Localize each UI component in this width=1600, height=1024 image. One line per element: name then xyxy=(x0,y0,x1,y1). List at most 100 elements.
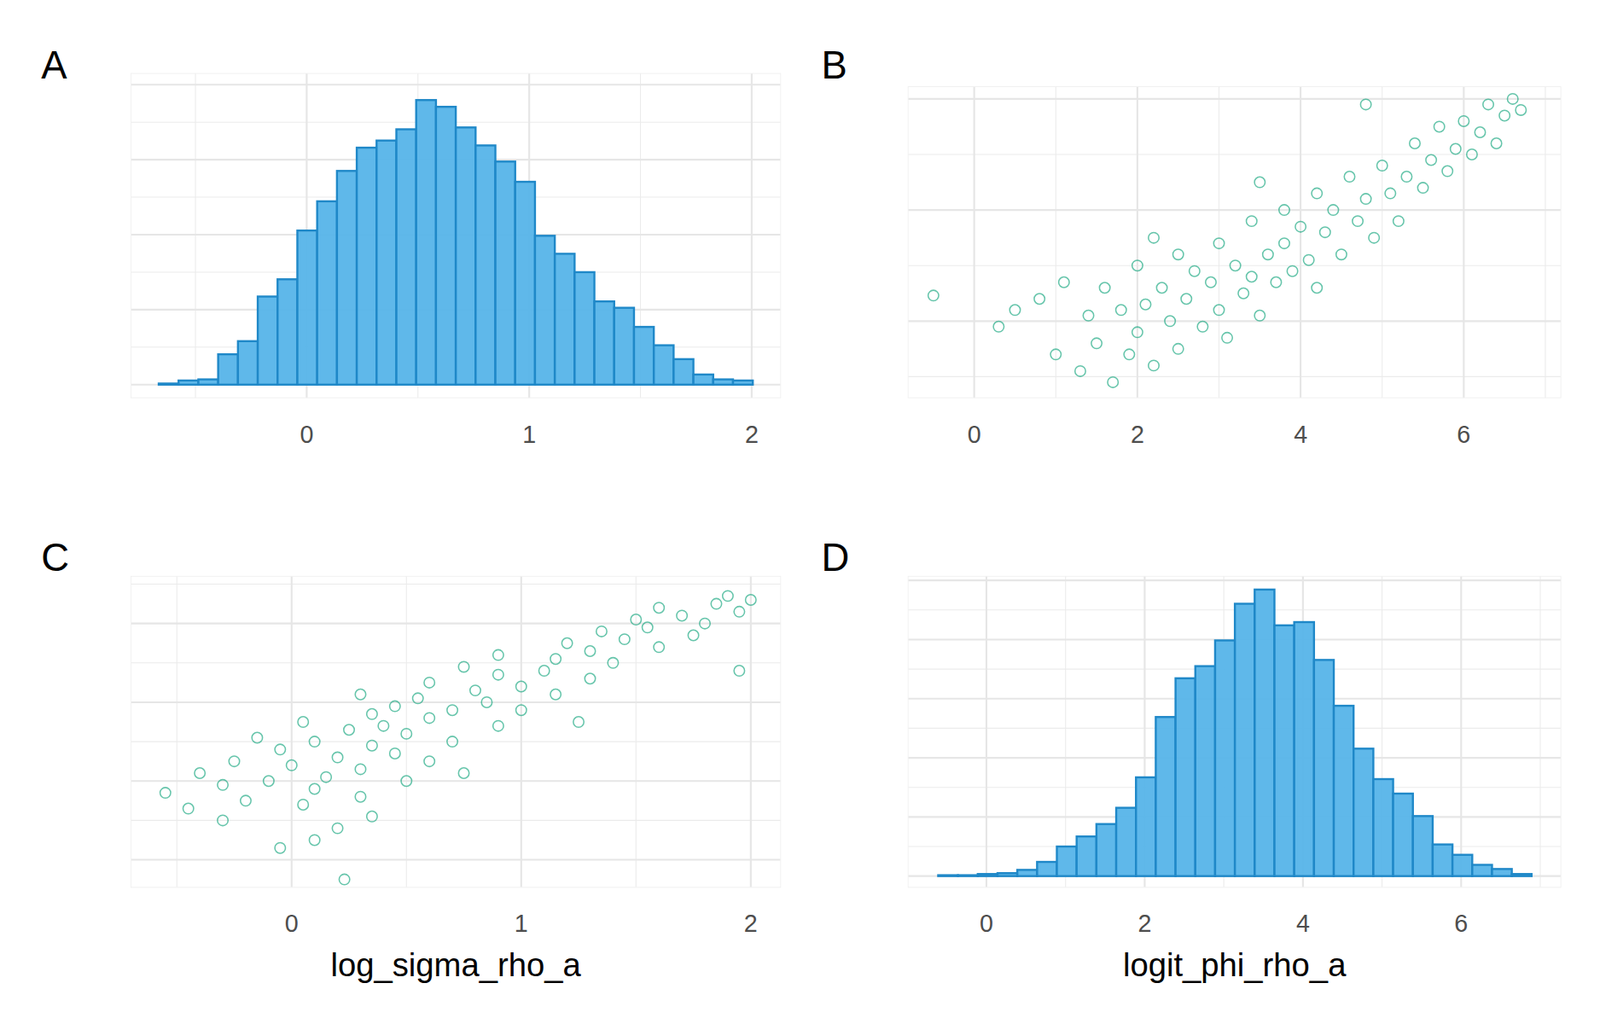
bar xyxy=(515,181,536,385)
tick-label: 0 xyxy=(285,909,299,937)
bar xyxy=(1472,865,1492,877)
plot-frame xyxy=(130,576,780,888)
point xyxy=(1238,288,1249,299)
point xyxy=(297,799,309,810)
panel-label: A xyxy=(40,43,68,88)
grid-line xyxy=(130,858,780,861)
bar xyxy=(416,99,437,385)
point xyxy=(447,704,458,716)
point xyxy=(1279,238,1290,249)
tick-label: 4 xyxy=(1296,909,1310,937)
panel-label: B xyxy=(821,43,848,88)
bar xyxy=(673,359,693,385)
point xyxy=(274,842,286,853)
bar xyxy=(977,873,998,876)
point xyxy=(584,673,595,684)
bar xyxy=(614,308,635,385)
point xyxy=(354,689,366,700)
point xyxy=(308,736,320,747)
panel-label: D xyxy=(821,535,850,580)
tick-label: 0 xyxy=(299,420,314,448)
plot-frame xyxy=(907,576,1561,888)
bar xyxy=(733,380,753,385)
panel: 012log_sigma_rho_aC xyxy=(40,535,781,984)
minor-grid xyxy=(1544,87,1546,399)
point xyxy=(1148,360,1159,371)
point xyxy=(630,614,641,625)
point xyxy=(1303,254,1314,265)
point xyxy=(1286,265,1298,276)
point xyxy=(733,665,745,676)
point xyxy=(1270,277,1281,288)
plot-frame xyxy=(130,73,780,398)
bar xyxy=(1432,844,1453,877)
point xyxy=(1311,187,1322,198)
bar xyxy=(1234,604,1255,877)
point xyxy=(1311,282,1322,293)
point xyxy=(1189,265,1200,276)
bar xyxy=(158,383,179,384)
point xyxy=(1377,160,1388,171)
bar xyxy=(1413,815,1433,876)
point xyxy=(710,598,722,609)
point xyxy=(733,606,745,617)
point xyxy=(1123,349,1135,360)
point xyxy=(1515,104,1526,116)
point xyxy=(1474,127,1485,138)
point xyxy=(993,321,1004,332)
point xyxy=(1172,343,1183,355)
bar xyxy=(356,147,377,385)
bar xyxy=(1096,824,1117,877)
bar xyxy=(475,145,495,384)
bar xyxy=(1393,793,1414,877)
point xyxy=(1254,310,1265,321)
bar xyxy=(218,354,239,385)
point xyxy=(424,712,435,723)
minor-grid xyxy=(130,583,780,585)
tick-label: 0 xyxy=(979,909,994,937)
grid-line xyxy=(1462,87,1465,399)
point xyxy=(1483,98,1494,110)
point xyxy=(1409,138,1420,149)
bar xyxy=(535,235,555,384)
point xyxy=(274,744,286,755)
point xyxy=(366,709,378,720)
point xyxy=(1140,299,1151,310)
point xyxy=(1499,110,1510,121)
bar xyxy=(1057,846,1077,877)
point xyxy=(1254,176,1265,187)
point xyxy=(447,736,458,747)
point xyxy=(217,779,228,791)
grid-line xyxy=(907,579,1561,582)
point xyxy=(1132,260,1143,271)
bar xyxy=(1215,640,1235,876)
point xyxy=(1075,366,1086,377)
point xyxy=(331,751,343,763)
point xyxy=(1181,293,1192,304)
bar xyxy=(554,253,575,384)
point xyxy=(1116,304,1127,315)
point xyxy=(1246,215,1257,227)
bar xyxy=(1175,678,1196,877)
point xyxy=(240,795,251,806)
bar xyxy=(1491,868,1512,876)
grid-line xyxy=(130,622,780,625)
grid-line xyxy=(973,87,976,399)
tick-label: 4 xyxy=(1293,420,1308,448)
panel: 0246B xyxy=(821,43,1562,448)
bar xyxy=(337,170,357,384)
point xyxy=(320,771,332,782)
point xyxy=(1466,149,1478,160)
plot-frame xyxy=(907,87,1561,399)
point xyxy=(1336,249,1347,260)
point xyxy=(1246,271,1257,282)
bar xyxy=(958,875,978,877)
bar xyxy=(1254,589,1275,877)
point xyxy=(354,763,366,774)
point xyxy=(286,760,297,771)
grid-line xyxy=(1136,87,1139,399)
point xyxy=(1433,121,1444,132)
point xyxy=(1393,215,1404,227)
point xyxy=(1320,226,1331,238)
point xyxy=(217,814,228,826)
